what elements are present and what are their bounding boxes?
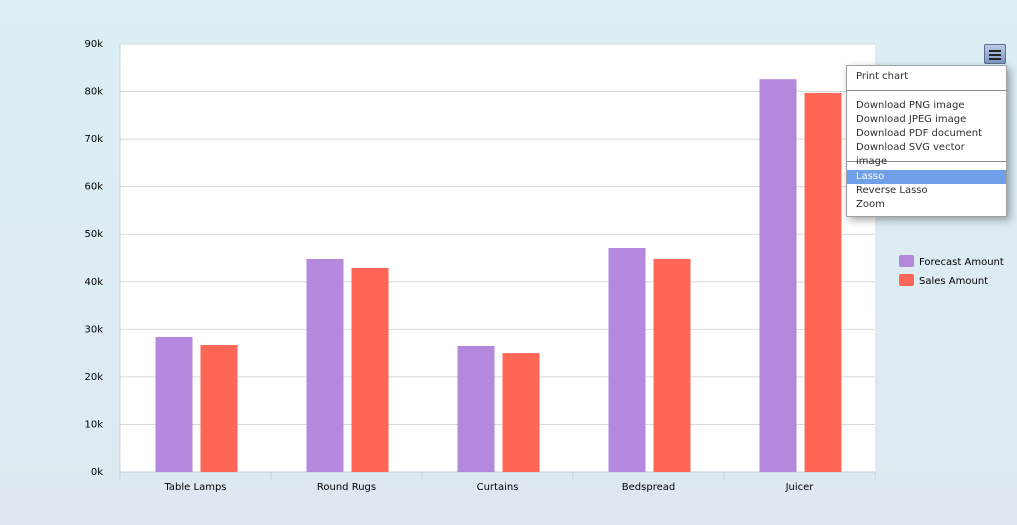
y-tick-label: 30k (84, 324, 103, 335)
bar (759, 79, 797, 473)
menu-item[interactable]: Reverse Lasso (856, 185, 928, 196)
x-tick-label: Curtains (477, 482, 519, 493)
menu-item[interactable]: Lasso (847, 170, 1006, 184)
y-tick-label: 0k (91, 467, 103, 478)
y-tick-label: 20k (84, 372, 103, 383)
x-tick-label: Juicer (785, 482, 815, 493)
x-tick-label: Bedspread (622, 482, 675, 493)
bar (200, 345, 238, 472)
x-tick-label: Round Rugs (317, 482, 376, 493)
bar (351, 267, 389, 472)
menu-item[interactable]: Download PDF document (856, 128, 983, 139)
bar (457, 345, 495, 472)
y-tick-label: 40k (84, 277, 103, 288)
bar (608, 248, 646, 472)
bar (804, 92, 842, 472)
legend-swatch[interactable] (899, 274, 914, 286)
menu-item[interactable]: Print chart (856, 71, 909, 82)
bar (653, 258, 691, 472)
x-tick-label: Table Lamps (163, 482, 226, 493)
y-tick-label: 60k (84, 182, 103, 193)
y-tick-label: 80k (84, 87, 103, 98)
menu-item[interactable]: Download JPEG image (856, 114, 967, 125)
menu-item[interactable]: Download SVG vector image (856, 142, 965, 167)
menu-separator (847, 161, 1006, 162)
bar (155, 336, 193, 472)
menu-button[interactable] (984, 44, 1006, 64)
y-tick-label: 90k (84, 39, 103, 50)
menu-item[interactable]: Zoom (856, 199, 885, 210)
legend-label[interactable]: Sales Amount (919, 276, 988, 287)
bar (502, 353, 540, 472)
y-tick-label: 50k (84, 229, 103, 240)
legend-swatch[interactable] (899, 255, 914, 267)
plot-area (120, 44, 875, 472)
y-tick-label: 70k (84, 134, 103, 145)
context-menu: Print chart Download PNG image Download … (846, 65, 1007, 217)
bar (306, 258, 344, 472)
legend-label[interactable]: Forecast Amount (919, 257, 1004, 268)
menu-separator (847, 90, 1006, 91)
menu-item[interactable]: Download PNG image (856, 100, 965, 111)
y-tick-label: 10k (84, 419, 103, 430)
